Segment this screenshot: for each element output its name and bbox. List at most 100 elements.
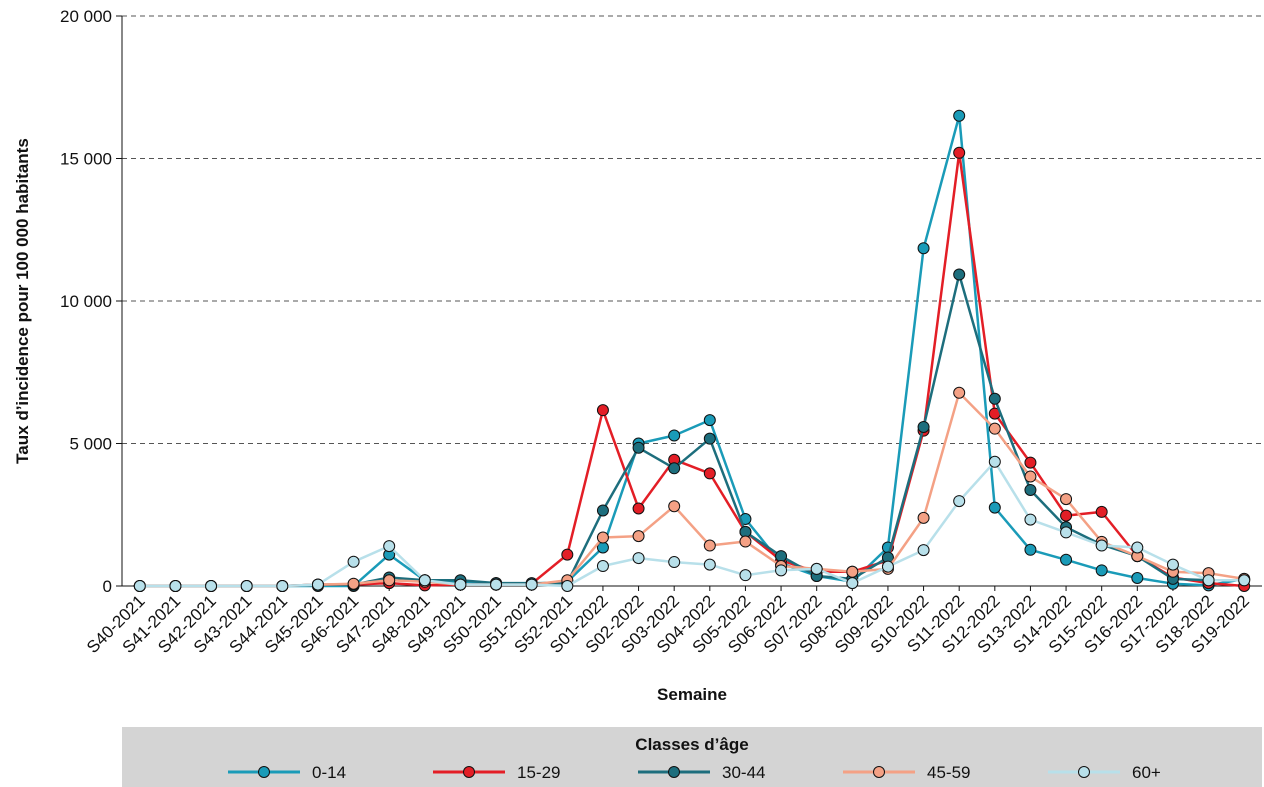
data-point [775,550,788,563]
y-tick-label: 15 000 [60,150,112,169]
data-point [383,540,396,553]
series-line [139,151,1245,588]
data-point [775,564,788,577]
data-point [240,580,253,592]
legend-item: 60+ [1048,763,1161,782]
data-point [1202,574,1215,587]
data-point [133,580,146,592]
data-point [169,580,182,592]
legend-label: 0-14 [312,763,346,782]
data-point [668,429,681,442]
series-line [139,273,1245,588]
data-point [311,578,324,591]
legend-swatch-marker [668,766,680,778]
series-30-44 [133,268,1251,592]
data-point [703,558,716,571]
data-point [703,539,716,552]
data-point [596,531,609,544]
data-point [953,109,966,122]
data-point [1024,483,1037,496]
data-point [1095,539,1108,552]
data-point [1095,505,1108,518]
legend-item: 30-44 [638,763,765,782]
data-point [347,577,360,590]
legend-item: 15-29 [433,763,560,782]
legend-swatch-marker [1078,766,1090,778]
data-point [561,580,574,592]
legend-swatch-marker [873,766,885,778]
series-lines [133,109,1251,592]
data-point [703,414,716,427]
legend-item: 45-59 [843,763,970,782]
data-point [953,146,966,159]
series-45-59 [133,386,1251,592]
data-point [347,555,360,568]
data-point [668,556,681,569]
data-point [276,580,289,592]
data-point [846,565,859,578]
y-tick-label: 0 [103,577,112,596]
data-point [454,578,467,591]
y-tick-label: 10 000 [60,292,112,311]
data-point [703,432,716,445]
x-axis-title: Semaine [657,685,727,704]
legend-item: 0-14 [228,763,346,782]
legend-label: 15-29 [517,763,560,782]
data-point [988,422,1001,435]
series-60+ [133,455,1251,592]
data-point [917,242,930,255]
data-point [383,574,396,587]
data-point [1024,543,1037,556]
data-point [1131,572,1144,585]
legend-swatch-marker [258,766,270,778]
y-tick-labels: 0 5 000 10 000 15 000 20 000 [60,7,112,596]
x-tick-labels: S40-2021S41-2021S42-2021S43-2021S44-2021… [83,586,1253,657]
legend-label: 30-44 [722,763,765,782]
data-point [1024,470,1037,483]
data-point [1024,513,1037,526]
data-point [668,500,681,513]
series-line [139,460,1245,588]
data-point [632,502,645,515]
data-point [810,562,823,575]
data-point [988,392,1001,405]
series-line [139,391,1245,588]
data-point [739,535,752,548]
gridlines [116,15,1262,587]
data-point [668,462,681,475]
data-point [917,420,930,433]
data-point [917,511,930,524]
data-point [632,441,645,454]
data-point [1166,558,1179,571]
data-point [418,574,431,587]
data-point [1131,541,1144,554]
data-point [596,560,609,573]
data-point [205,580,218,592]
data-point [525,578,538,591]
data-point [1060,493,1073,506]
data-point [953,495,966,508]
legend-background [122,727,1262,787]
data-point [953,268,966,281]
data-point [1024,456,1037,469]
data-point [632,552,645,565]
y-axis-title: Taux d’incidence pour 100 000 habitants [13,138,32,464]
data-point [1095,564,1108,577]
data-point [846,577,859,590]
data-point [490,578,503,591]
y-tick-label: 20 000 [60,7,112,26]
data-point [561,548,574,561]
data-point [739,569,752,582]
legend-label: 60+ [1132,763,1161,782]
data-point [881,560,894,573]
data-point [953,386,966,399]
data-point [596,504,609,517]
data-point [988,455,1001,468]
data-point [1060,509,1073,522]
data-point [1060,526,1073,539]
legend-items: 0-14 15-29 30-44 45-59 60+ [228,763,1161,782]
data-point [988,501,1001,514]
legend-swatch-marker [463,766,475,778]
data-point [917,544,930,557]
data-point [596,404,609,417]
